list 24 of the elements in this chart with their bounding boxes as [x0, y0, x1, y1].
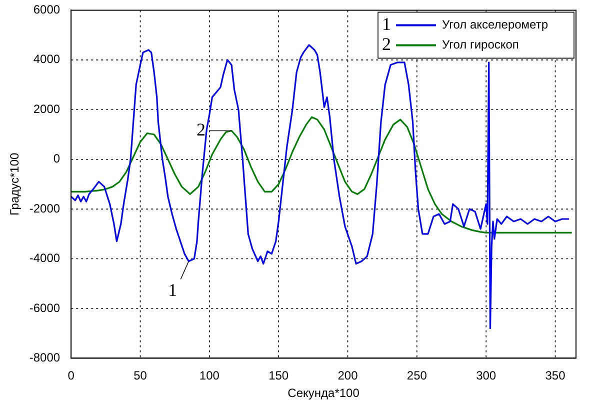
x-tick-label: 200 [338, 368, 358, 383]
x-tick-label: 250 [406, 368, 428, 383]
y-tick-label: 2000 [33, 102, 60, 116]
annotation: 2 [196, 119, 206, 140]
x-tick-label: 0 [68, 368, 75, 383]
y-tick-label: -6000 [29, 300, 60, 315]
y-tick-label: -4000 [29, 251, 60, 266]
text: 2 [382, 34, 392, 54]
y-axis-title: Градус*100 [8, 152, 22, 216]
x-tick-label: 350 [545, 368, 566, 383]
x-tick-label: 50 [134, 368, 148, 383]
x-tick-label: 300 [476, 368, 496, 383]
legend-label: Угол гироскоп [442, 38, 519, 52]
y-tick-label: 4000 [33, 52, 60, 66]
y-tick-label: 0 [53, 152, 60, 166]
annotation: 1 [168, 280, 178, 300]
x-axis-title: Секунда*100 [288, 386, 360, 400]
x-tick-label: 100 [199, 368, 220, 383]
y-tick-label: 6000 [33, 2, 60, 17]
legend-label: Угол акселерометр [442, 18, 548, 32]
y-tick-label: -2000 [29, 201, 60, 216]
x-tick-label: 150 [268, 368, 289, 383]
y-tick-label: -8000 [29, 350, 60, 365]
text: 1 [382, 14, 392, 34]
